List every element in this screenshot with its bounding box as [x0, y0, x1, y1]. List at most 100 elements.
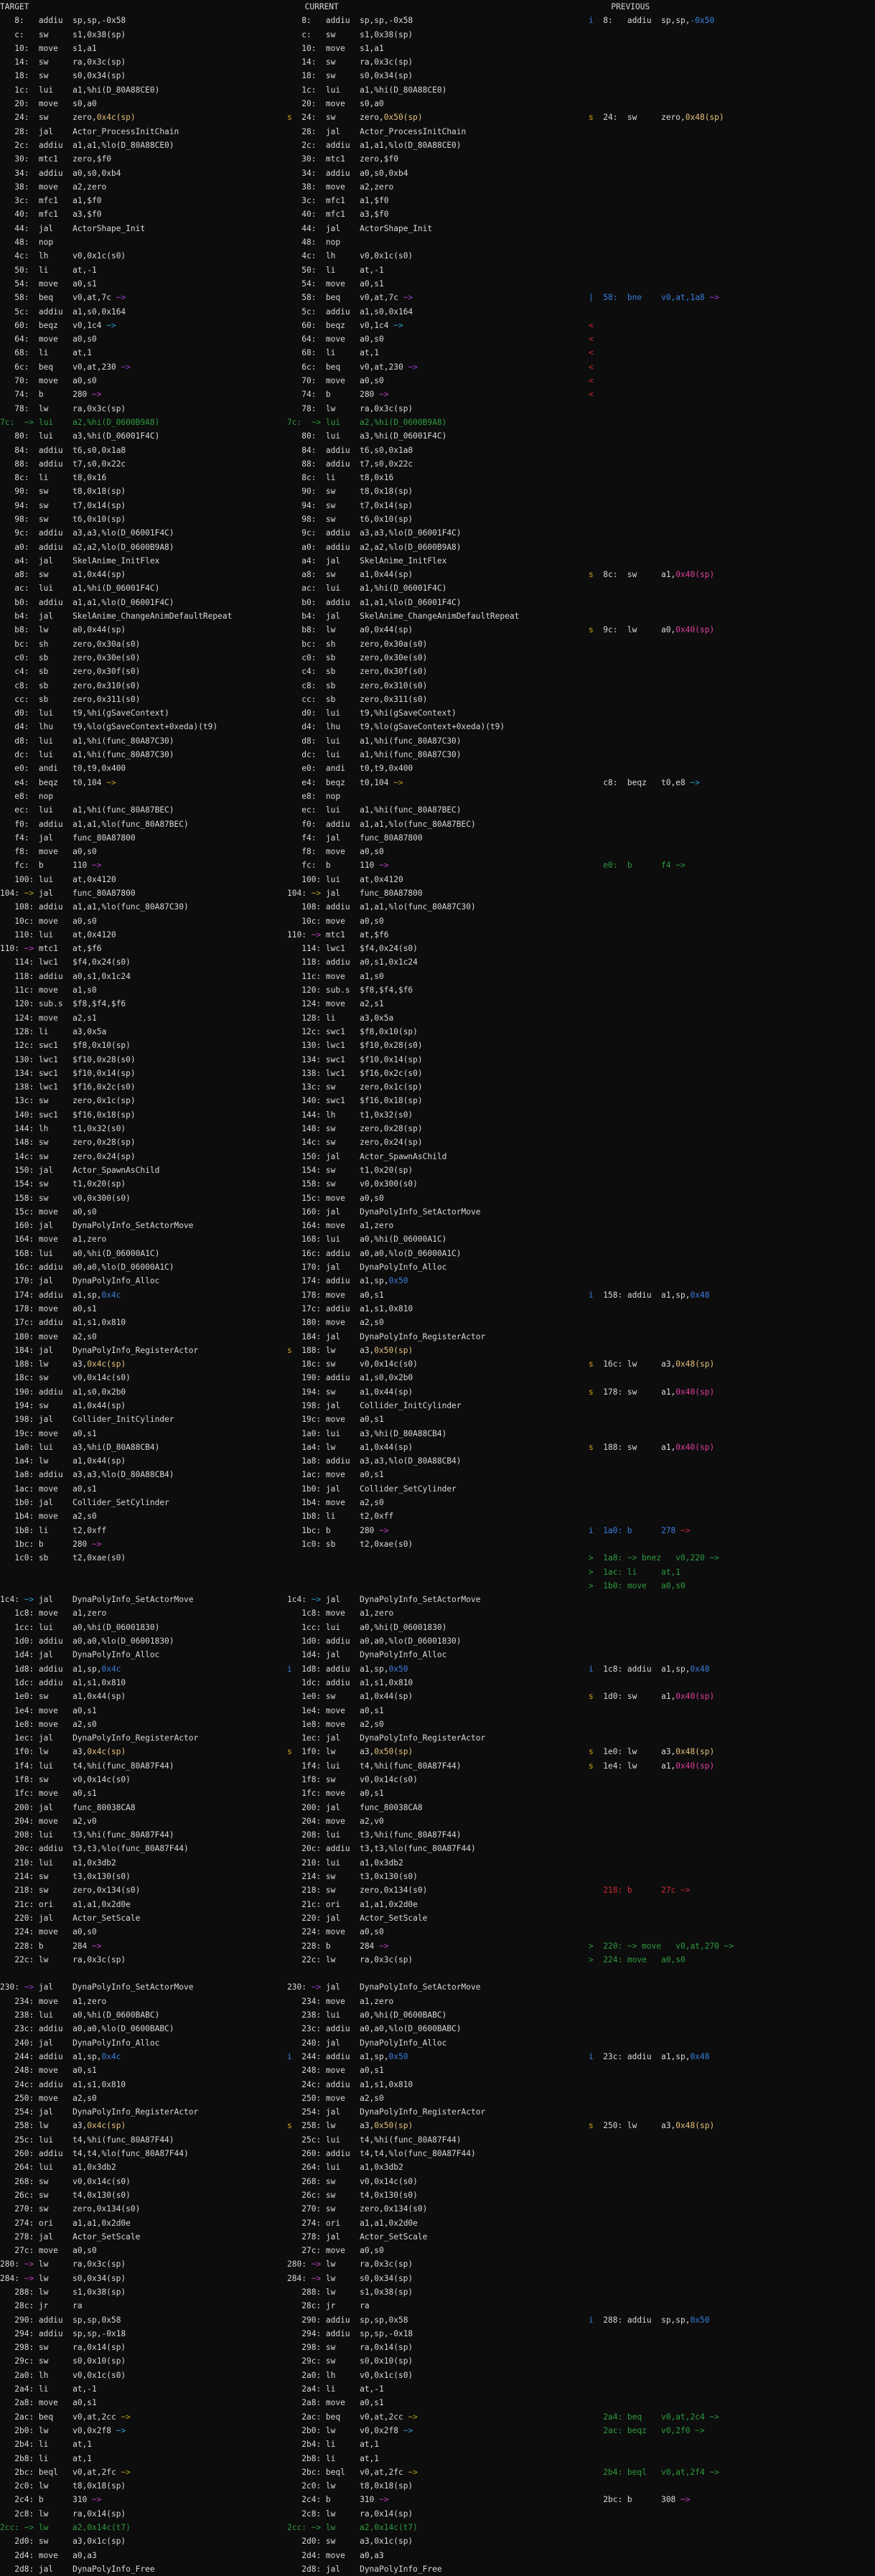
- diff-row: [589, 207, 875, 221]
- diff-row: [589, 540, 875, 554]
- diff-row: 1ac: move a0,s1: [301, 1470, 384, 1480]
- diff-row: [589, 1427, 875, 1441]
- diff-row: [589, 790, 875, 803]
- diff-row: [589, 734, 875, 748]
- diff-row: i 1a0: b 278 ~>: [589, 1525, 691, 1535]
- diff-row: [589, 1718, 875, 1731]
- diff-row: 1c0: sb t2,0xae(s0): [14, 1553, 126, 1563]
- diff-row: 160: jal DynaPolyInfo_SetActorMove: [14, 1221, 194, 1231]
- diff-row: 13c: sw zero,0x1c(sp): [301, 1082, 423, 1092]
- diff-row: > 224: move a0,s0: [589, 1954, 686, 1964]
- diff-row: 2c8: lw ra,0x14(sp): [14, 2509, 126, 2519]
- diff-row: 1cc: lui a0,%hi(D_06001830): [301, 1622, 447, 1632]
- diff-row: 7c: ~> lui a2,%hi(D_0600B9A8): [0, 417, 160, 427]
- diff-row: 44: jal ActorShape_Init: [14, 223, 146, 233]
- diff-row: 1dc: addiu a1,s1,0x810: [301, 1677, 413, 1687]
- diff-row: 17c: addiu a1,s1,0x810: [14, 1318, 126, 1328]
- diff-row: 114: lwc1 $f4,0x24(s0): [301, 944, 418, 954]
- diff-row: 21c: ori a1,a1,0x2d0e: [301, 1899, 418, 1909]
- diff-row: [589, 1150, 875, 1163]
- diff-row: [589, 651, 875, 665]
- diff-row: [0, 1967, 287, 1980]
- diff-row: 64: move a0,s0: [301, 334, 384, 345]
- diff-row: [589, 305, 875, 319]
- diff-row: 1bc: b 280 ~>: [301, 1525, 389, 1535]
- diff-row: 2b8: li at,1: [14, 2453, 93, 2463]
- diff-row: 19c: move a0,s1: [14, 1428, 97, 1438]
- diff-row: 124: move a2,s1: [14, 1013, 97, 1023]
- diff-row: b0: addiu a1,a1,%lo(D_06001F4C): [301, 597, 462, 607]
- diff-row: 2bc: beql v0,at,2fc ~>: [301, 2467, 418, 2477]
- diff-row: [589, 1399, 875, 1413]
- diff-row: 1fc: move a0,s1: [14, 1789, 97, 1799]
- diff-row: 10c: move a0,s0: [14, 916, 97, 926]
- diff-row: 108: addiu a1,a1,%lo(func_80A87C30): [301, 902, 476, 912]
- diff-row: [589, 2272, 875, 2285]
- diff-row: b4: jal SkelAnime_ChangeAnimDefaultRepea…: [14, 612, 233, 622]
- diff-row: 248: move a0,s1: [14, 2066, 97, 2076]
- diff-row: > 220: ~> move v0,at,270 ~>: [589, 1941, 734, 1951]
- diff-row: a8: sw a1,0x44(sp): [301, 570, 413, 580]
- diff-row: <: [589, 320, 599, 330]
- diff-row: 2d4: move a0,a3: [14, 2550, 97, 2560]
- diff-row: 218: b 27c ~>: [603, 1886, 691, 1896]
- diff-row: 3c: mfc1 a1,$f0: [14, 196, 102, 206]
- diff-row: 184: jal DynaPolyInfo_RegisterActor: [14, 1345, 199, 1355]
- diff-row: 174: addiu a1,sp,0x4c: [14, 1290, 121, 1300]
- diff-row: 224: move a0,s0: [301, 1927, 384, 1937]
- diff-row: 298: sw ra,0x14(sp): [14, 2343, 126, 2353]
- diff-row: [589, 1316, 875, 1329]
- diff-row: 294: addiu sp,sp,-0x18: [14, 2328, 126, 2338]
- diff-row: 1e4: move a0,s1: [14, 1705, 97, 1715]
- diff-row: 34: addiu a0,s0,0xb4: [14, 168, 121, 178]
- diff-row: 1b4: move a2,s0: [301, 1498, 384, 1508]
- diff-row: [589, 1454, 875, 1468]
- diff-row: 1a0: lui a3,%hi(D_80A88CB4): [14, 1442, 160, 1452]
- diff-row: <: [589, 362, 599, 372]
- diff-row: 228: b 284 ~>: [301, 1941, 389, 1951]
- diff-row: e0: andi t0,t9,0x400: [14, 764, 126, 774]
- diff-row: c8: sb zero,0x310(s0): [14, 680, 141, 690]
- diff-row: 40: mfc1 a3,$f0: [14, 210, 102, 220]
- diff-row: [589, 2133, 875, 2147]
- diff-row: 244: addiu a1,sp,0x4c: [14, 2051, 121, 2061]
- diff-row: [589, 706, 875, 720]
- diff-row: c: sw s1,0x38(sp): [301, 29, 413, 39]
- diff-row: 224: move a0,s0: [14, 1927, 97, 1937]
- diff-row: 1f4: lui t4,%hi(func_80A87F44): [301, 1761, 462, 1771]
- diff-row: 54: move a0,s1: [14, 278, 97, 289]
- diff-row: 148: sw zero,0x28(sp): [14, 1138, 136, 1148]
- diff-row: 1e0: sw a1,0x44(sp): [301, 1692, 413, 1702]
- diff-row: d4: lhu t9,%lo(gSaveContext+0xeda)(t9): [14, 722, 218, 732]
- diff-row: 28: jal Actor_ProcessInitChain: [14, 126, 179, 136]
- diff-row: [589, 152, 875, 166]
- diff-row: a0: addiu a2,a2,%lo(D_0600B9A8): [14, 542, 174, 552]
- diff-row: f4: jal func_80A87800: [14, 833, 136, 843]
- diff-row: s 8c: sw a1,0x40(sp): [589, 570, 715, 580]
- diff-row: 104: ~> jal func_80A87800: [0, 889, 136, 898]
- diff-row: 28c: jr ra: [301, 2301, 370, 2311]
- diff-row: 204: move a2,v0: [301, 1816, 384, 1826]
- diff-row: 2a4: li at,-1: [301, 2384, 384, 2394]
- diff-row: 180: move a2,s0: [301, 1318, 384, 1328]
- diff-row: [589, 512, 875, 526]
- diff-row: 20: move s0,a0: [301, 99, 384, 109]
- diff-row: [589, 2244, 875, 2257]
- diff-row: 274: ori a1,a1,0x2d0e: [301, 2218, 418, 2228]
- diff-row: 1c4: ~> jal DynaPolyInfo_SetActorMove: [0, 1595, 194, 1605]
- diff-row: 214: sw t3,0x130(s0): [301, 1872, 418, 1882]
- diff-row: 148: sw zero,0x28(sp): [301, 1124, 423, 1134]
- diff-row: 234: move a1,zero: [301, 1996, 394, 2006]
- diff-row: 190: addiu a1,s0,0x2b0: [14, 1387, 126, 1397]
- diff-row: [589, 2396, 875, 2409]
- diff-row: [589, 1925, 875, 1939]
- diff-row: s 9c: lw a0,0x40(sp): [589, 625, 715, 635]
- diff-row: 12c: swc1 $f8,0x10(sp): [14, 1041, 131, 1051]
- diff-row: 134: swc1 $f10,0x14(sp): [14, 1068, 136, 1078]
- diff-row: [589, 983, 875, 997]
- diff-row: c4: sb zero,0x30f(s0): [301, 667, 428, 677]
- diff-row: dc: lui a1,%hi(func_80A87C30): [301, 750, 462, 760]
- diff-row: 13c: sw zero,0x1c(sp): [14, 1096, 136, 1106]
- diff-row: [589, 2008, 875, 2022]
- diff-row: 1d8: addiu a1,sp,0x4c: [14, 1664, 121, 1674]
